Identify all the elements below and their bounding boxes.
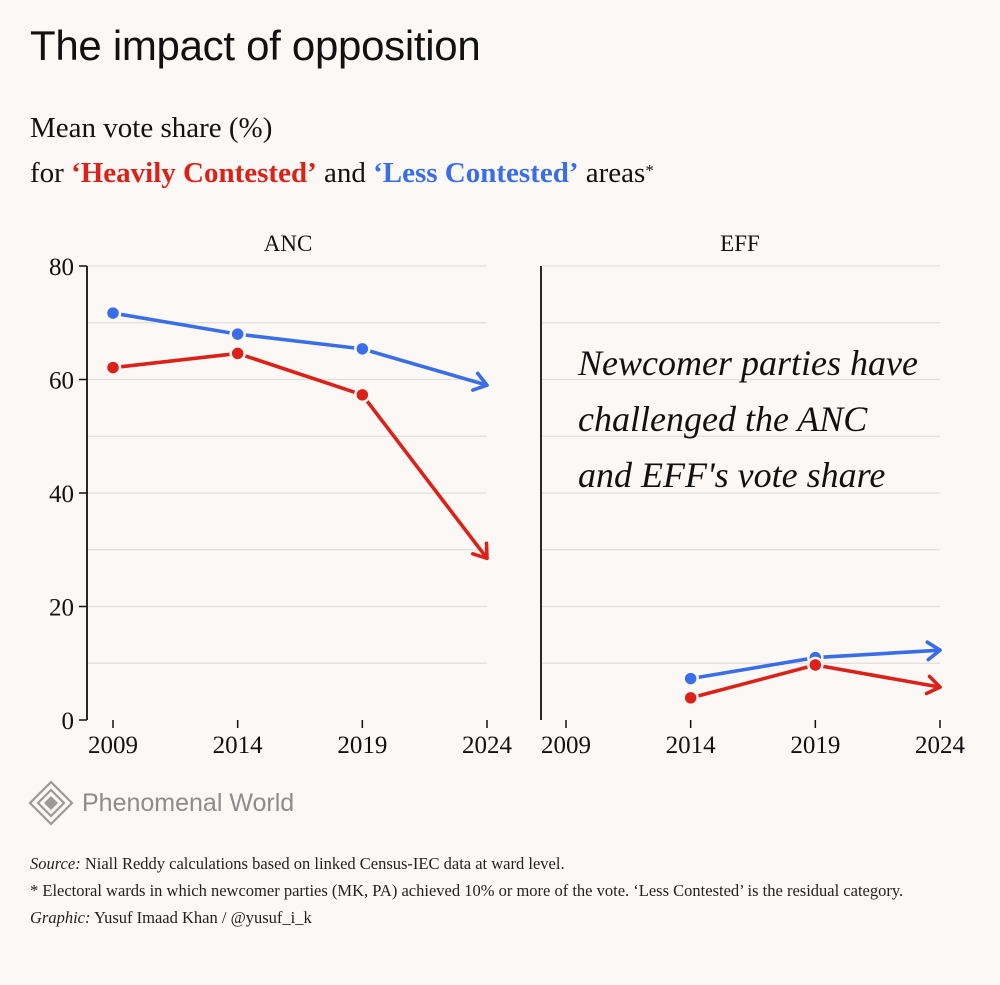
annotation-line: Newcomer parties have [577, 343, 918, 383]
anc-point-heavily-contested-2019 [354, 386, 371, 404]
legend-heavily-contested: ‘Heavily Contested’ [71, 157, 317, 189]
eff-x-tick-label: 2019 [790, 732, 840, 759]
annotation-line: challenged the ANC [578, 399, 868, 439]
footnote: * Electoral wards in which newcomer part… [30, 881, 904, 900]
eff-point-less-contested-2014 [682, 670, 699, 687]
anc-y-tick-label: 40 [49, 481, 74, 508]
publisher-logo: Phenomenal World [28, 780, 294, 826]
footnote-marker: * [645, 161, 654, 180]
eff-x-tick-label: 2009 [541, 732, 591, 759]
subtitle-areas: areas [585, 157, 646, 189]
eff-x-tick-label: 2014 [666, 732, 717, 759]
anc-point-heavily-contested-2009 [104, 359, 122, 376]
anc-series-less-contested-line [111, 311, 489, 387]
subtitle-line-1: Mean vote share (%) [30, 112, 273, 144]
anc-panel-title: ANC [264, 231, 313, 256]
anc-point-heavily-contested-2014 [229, 345, 246, 362]
anc-x-tick-label: 2019 [337, 732, 387, 759]
chart-subtitle: Mean vote share (%) for ‘Heavily Contest… [30, 106, 654, 196]
source-note: Source: Niall Reddy calculations based o… [30, 854, 565, 873]
anc-series-heavily-contested-arrowhead [470, 541, 489, 561]
eff-panel-title: EFF [720, 231, 760, 256]
legend-less-contested: ‘Less Contested’ [373, 157, 579, 189]
anc-y-tick-label: 20 [49, 595, 74, 622]
anc-point-less-contested-2019 [354, 340, 371, 358]
anc-y-tick-label: 0 [62, 708, 75, 735]
anc-series-less-contested-arrowhead [471, 371, 489, 392]
chart-title: The impact of opposition [30, 22, 481, 69]
eff-series-heavily-contested-arrowhead [924, 674, 942, 696]
anc-x-tick-label: 2024 [462, 732, 513, 759]
eff-point-heavily-contested-2019 [807, 656, 824, 674]
chart-notes: Source: Niall Reddy calculations based o… [30, 850, 950, 931]
graphic-credit: Graphic: Yusuf Imaad Khan / @yusuf_i_k [30, 908, 312, 927]
anc-point-less-contested-2009 [104, 304, 122, 322]
anc-y-tick-label: 60 [49, 368, 74, 395]
eff-x-tick-label: 2024 [915, 732, 966, 759]
subtitle-for: for [30, 157, 64, 189]
eff-series-less-contested-arrowhead [925, 640, 942, 662]
subtitle-and: and [323, 157, 366, 189]
anc-point-less-contested-2014 [229, 325, 246, 343]
anc-series-heavily-contested-line [111, 351, 489, 561]
anc-x-tick-label: 2009 [88, 732, 138, 759]
logo-text: Phenomenal World [82, 788, 295, 817]
eff-point-heavily-contested-2014 [682, 689, 699, 707]
subtitle-line-2: for ‘Heavily Contested’ and ‘Less Contes… [30, 151, 654, 196]
diamond-logo-icon [28, 780, 74, 826]
anc-y-tick-label: 80 [49, 254, 74, 281]
anc-x-tick-label: 2014 [213, 732, 264, 759]
line-chart: 0 20 40 60 80 2009 2014 2019 2024 ANC 2009 2014 2019… [49, 231, 966, 759]
annotation-line: and EFF's vote share [578, 455, 885, 495]
